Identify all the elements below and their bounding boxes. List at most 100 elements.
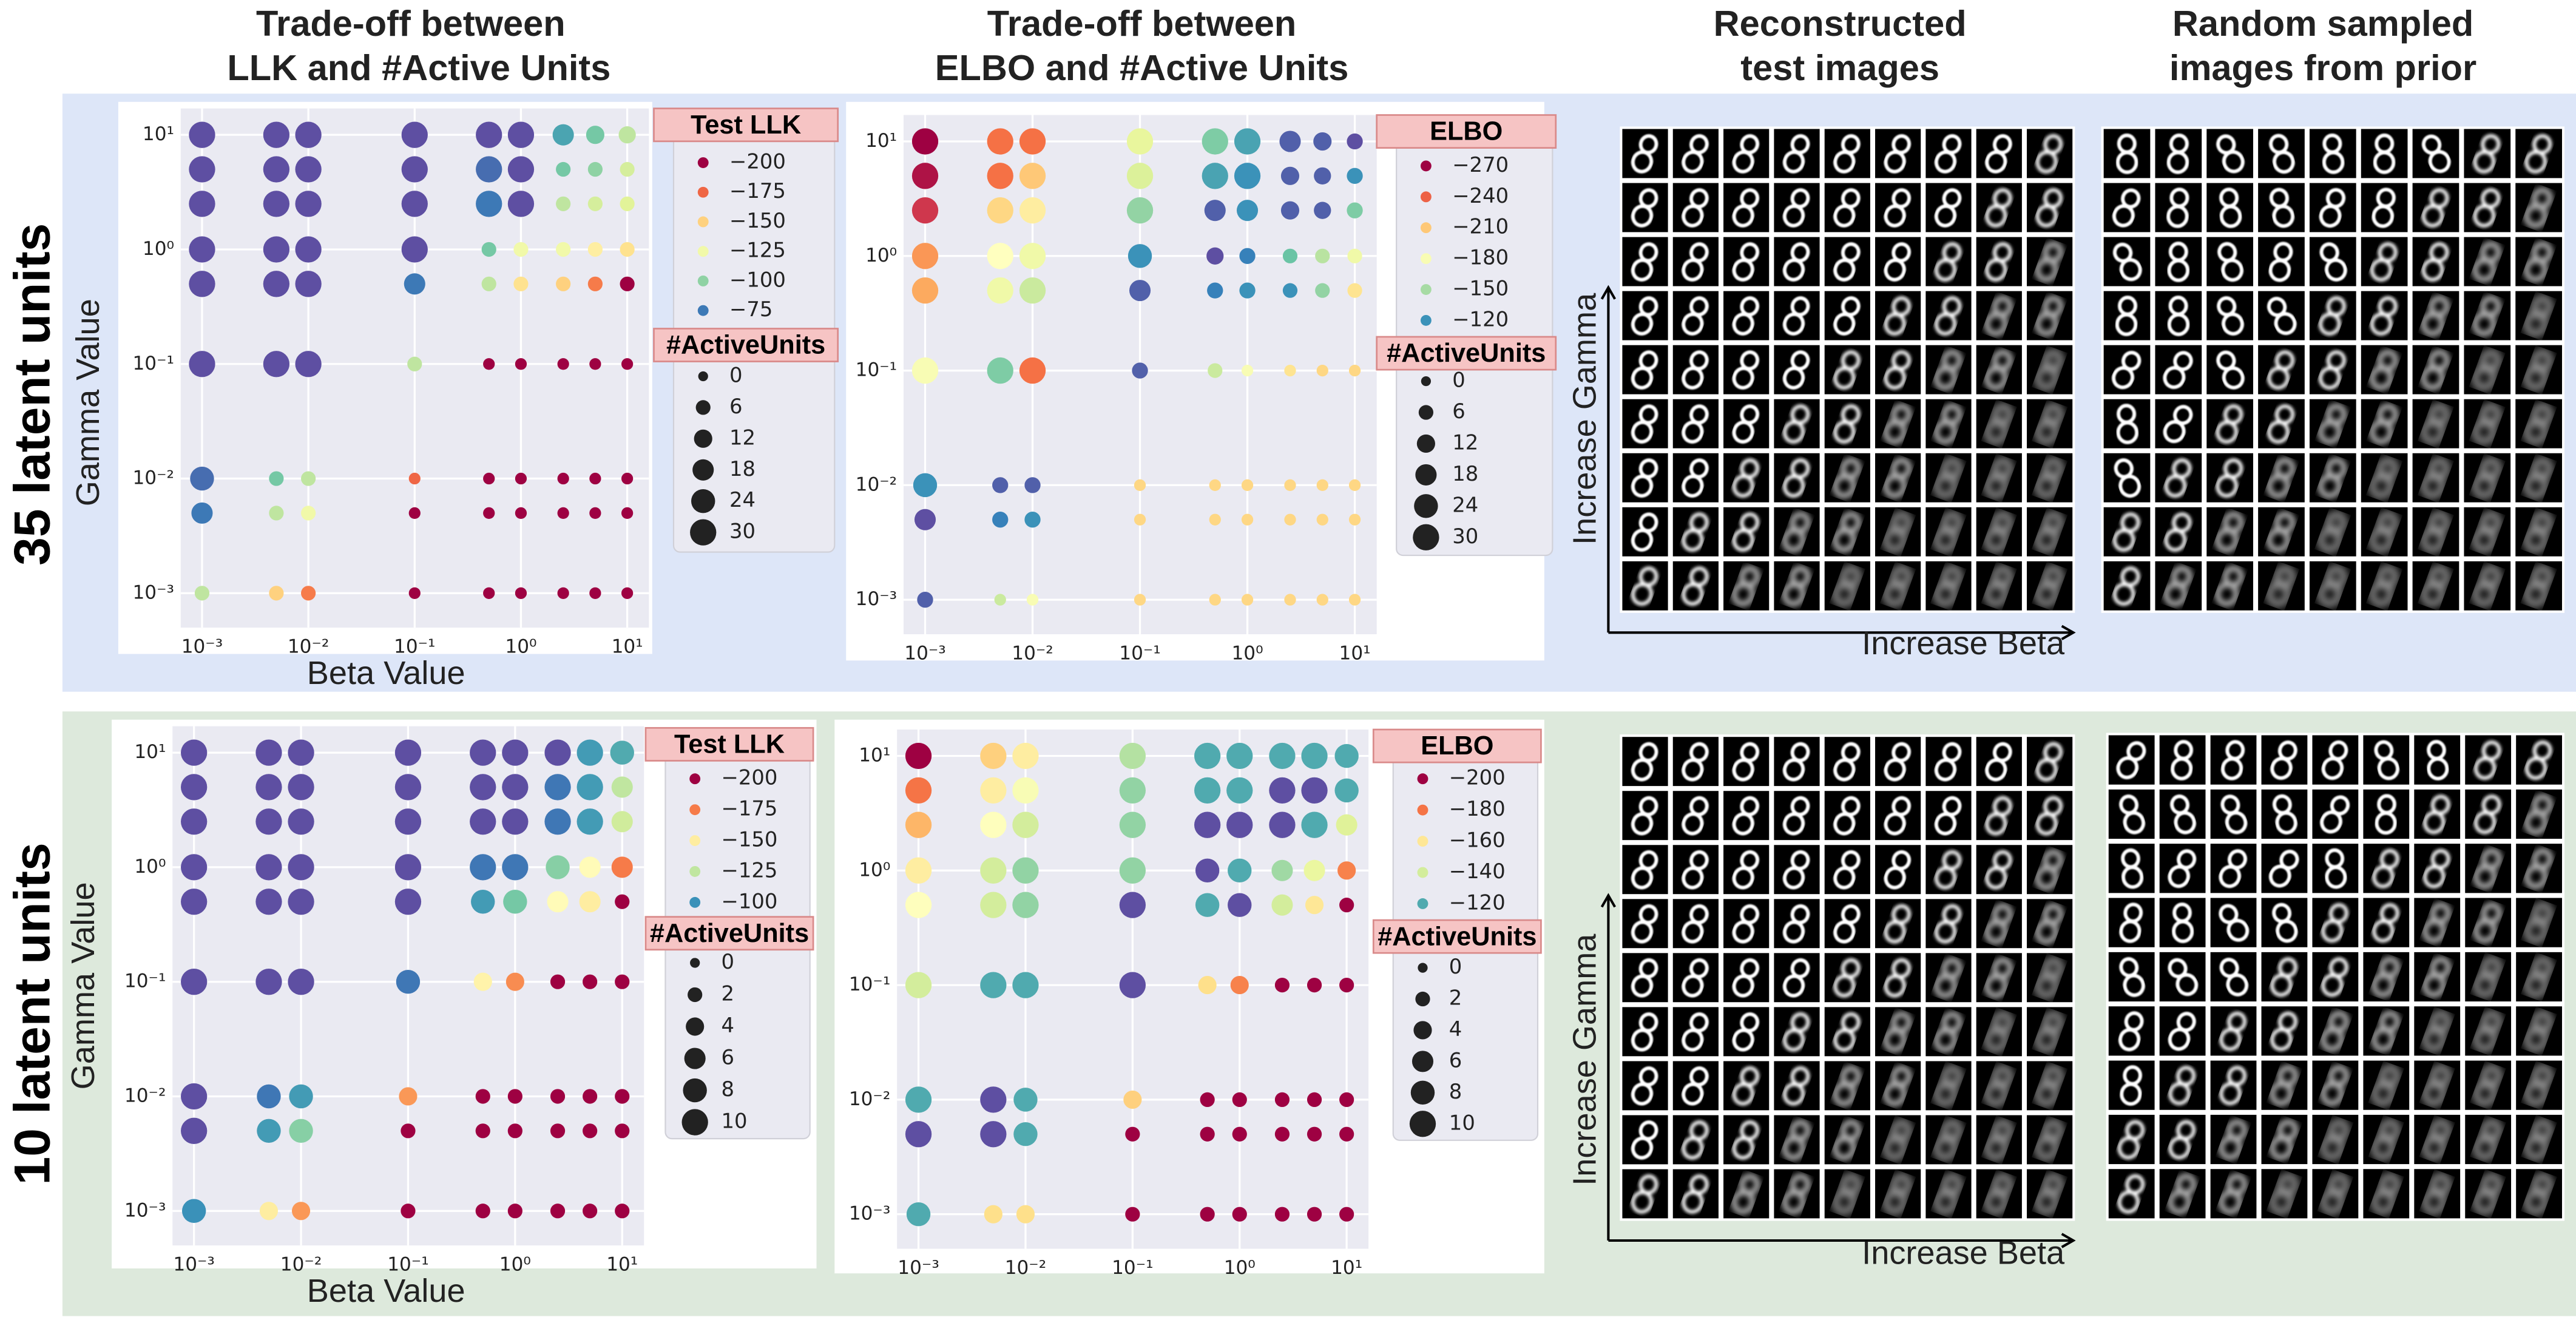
point [1209, 513, 1221, 526]
digit-stroke [2163, 365, 2186, 389]
digit [2524, 1011, 2553, 1052]
point [1207, 282, 1223, 299]
point [1200, 1126, 1215, 1142]
point [611, 856, 633, 878]
digit [2371, 1173, 2401, 1215]
legend-size-marker [1415, 464, 1437, 486]
point [1119, 857, 1146, 884]
digit [2121, 848, 2144, 889]
digit [2319, 242, 2347, 282]
digit-stroke [1782, 1190, 1806, 1215]
digit [2523, 187, 2553, 229]
digit-stroke [1833, 420, 1856, 444]
legend-label: −100 [729, 268, 786, 291]
point [905, 892, 932, 918]
point [911, 277, 939, 304]
legend-label: 6 [1449, 1048, 1462, 1072]
y-tick-label: 10⁻³ [856, 588, 898, 610]
digit-stroke [2266, 581, 2291, 607]
digit [2216, 134, 2245, 174]
digit-stroke [2369, 581, 2393, 607]
digit [2524, 740, 2552, 780]
point [475, 1204, 490, 1219]
point [1271, 894, 1293, 916]
digit [1682, 458, 1709, 498]
digit [2473, 740, 2501, 780]
y-tick-label: 10¹ [134, 741, 166, 763]
point [471, 890, 495, 914]
digit-stroke [1934, 920, 1957, 944]
digit [1883, 1173, 1912, 1215]
digit [1984, 295, 2013, 337]
digit-stroke [2370, 312, 2393, 336]
legend-size-marker [1415, 991, 1430, 1007]
point [1316, 513, 1328, 526]
digit-stroke [2369, 419, 2393, 445]
digit-stroke [2117, 1136, 2140, 1160]
digit-stroke [2267, 420, 2290, 444]
point [301, 471, 316, 486]
digit [2219, 958, 2249, 997]
digit [2472, 403, 2501, 445]
legend-color-marker [689, 865, 701, 877]
digit [1883, 1119, 1912, 1161]
digit [1782, 958, 1810, 998]
legend-header: ELBO [1421, 731, 1493, 760]
digit-stroke [1883, 1082, 1907, 1106]
digit [1984, 458, 2013, 499]
digit [1884, 188, 1912, 228]
column-title: Reconstructed [1714, 3, 1967, 44]
point [503, 890, 527, 914]
digit-stroke [2523, 419, 2548, 445]
point [546, 855, 570, 879]
point [1339, 1126, 1354, 1142]
digit-stroke [1631, 812, 1654, 836]
digit [2317, 457, 2347, 499]
digit-stroke [2035, 150, 2058, 174]
point [255, 774, 282, 801]
digit [1682, 1174, 1709, 1214]
column-title: images from prior [2169, 47, 2476, 88]
digit-stroke [2320, 1190, 2344, 1215]
digit [1933, 957, 1962, 998]
point [615, 1089, 630, 1104]
digit-stroke [1832, 527, 1856, 553]
digit-stroke [1631, 420, 1654, 444]
digit [1731, 566, 1760, 607]
point [194, 586, 210, 601]
digit [2421, 349, 2450, 391]
point [576, 739, 603, 766]
digit-stroke [1682, 582, 1704, 606]
digit [2473, 794, 2501, 835]
digit-stroke [1833, 312, 1856, 336]
digit [2472, 349, 2501, 391]
digit [2269, 134, 2295, 174]
digit [2266, 566, 2296, 607]
digit [1631, 1012, 1658, 1052]
digit [1682, 958, 1709, 998]
point [401, 191, 428, 217]
legend-label: 0 [1449, 955, 1462, 978]
digit [2473, 956, 2503, 998]
digit [1883, 403, 1912, 445]
digit [2473, 902, 2503, 944]
digit [2317, 512, 2347, 553]
y-tick-label: 10⁰ [134, 856, 166, 878]
point [1134, 513, 1146, 526]
digit [1985, 850, 2012, 890]
digit-stroke [2318, 312, 2341, 336]
digit-stroke [1883, 419, 1907, 445]
point [620, 196, 635, 211]
digit-stroke [2222, 150, 2245, 174]
digit [2268, 850, 2299, 888]
digit [1884, 242, 1912, 282]
point [1126, 197, 1154, 224]
digit-stroke [1984, 919, 2008, 944]
digit-stroke [2375, 811, 2397, 835]
point [980, 811, 1007, 838]
point [288, 854, 314, 881]
digit [1782, 566, 1811, 607]
point [576, 808, 603, 835]
digit [2120, 1065, 2142, 1106]
digit-stroke [2472, 365, 2497, 391]
